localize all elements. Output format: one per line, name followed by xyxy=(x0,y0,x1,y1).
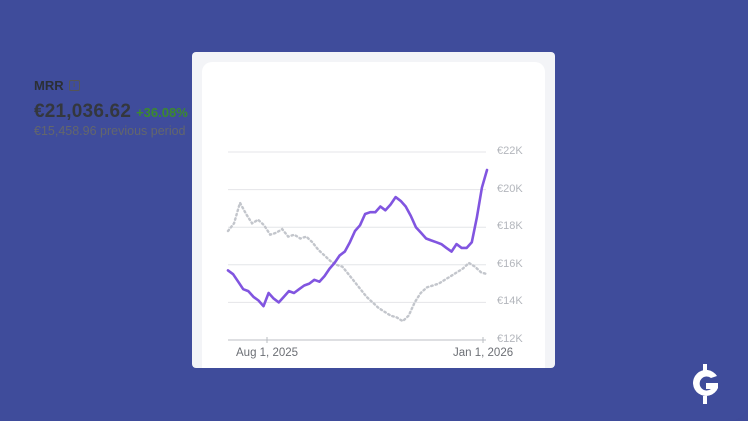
metric-title: MRR xyxy=(34,78,64,93)
previous-period-line xyxy=(226,199,489,323)
y-label: €16K xyxy=(497,257,523,270)
change-badge: +36.08% xyxy=(136,105,188,120)
metric-value-row: €21,036.62 +36.08% xyxy=(34,101,188,123)
info-icon[interactable]: i xyxy=(68,80,80,91)
x-axis-ticks xyxy=(266,337,484,343)
y-label: €20K xyxy=(497,182,523,195)
current-period-line xyxy=(226,168,489,308)
widget-container xyxy=(192,52,555,368)
mrr-card xyxy=(202,62,545,368)
metric-value: €21,036.62 xyxy=(34,101,132,122)
y-label: €22K xyxy=(497,145,523,157)
g-currency-logo-icon xyxy=(693,364,718,404)
x-label-start: Aug 1, 2025 xyxy=(236,347,299,359)
y-label: €18K xyxy=(497,220,523,233)
x-label-end: Jan 1, 2026 xyxy=(453,347,514,359)
gridlines xyxy=(228,151,486,341)
card-header: MRR i xyxy=(34,78,80,93)
y-label: €12K xyxy=(497,333,523,345)
previous-period-text: €15,458.96 previous period xyxy=(34,124,186,138)
y-label: €14K xyxy=(497,295,523,308)
